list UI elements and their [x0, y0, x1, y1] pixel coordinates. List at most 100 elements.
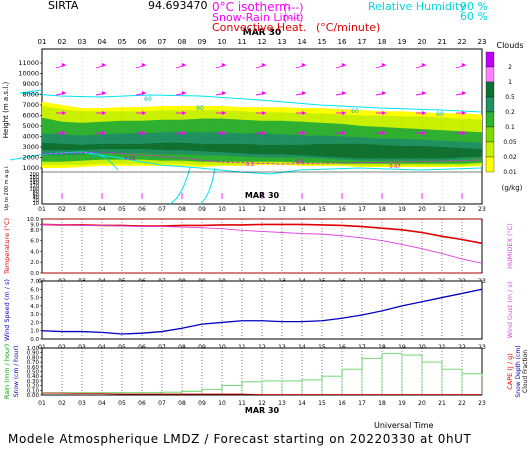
wind-arrow-head — [262, 111, 266, 115]
hour-label: 16 — [338, 400, 346, 407]
rh-contour-label: 60 — [91, 152, 99, 159]
ylabel-right: Wind Gust (m / s) — [506, 282, 514, 339]
colorbar-swatch — [485, 156, 495, 173]
wind-arrow-head — [302, 111, 306, 115]
hour-label: 05 — [118, 400, 126, 407]
hour-label: 01 — [38, 400, 46, 407]
cloud-ytick-lower: 180 — [29, 175, 39, 181]
cloud-ytick-lower: 160 — [29, 178, 39, 184]
rh-contour-label: 90 — [436, 111, 444, 118]
ytick-label: 0.60 — [27, 365, 40, 371]
hour-label-top: 07 — [158, 38, 167, 46]
hour-label-top: 19 — [398, 38, 407, 46]
colorbar-swatch — [485, 66, 495, 83]
rh-label: Relative Humidity — [368, 0, 466, 13]
ylabel-right-3: Cloud Fraction — [522, 350, 528, 393]
wind-arrow-head — [222, 91, 226, 95]
colorbar-tick: 0.02 — [503, 154, 517, 161]
rh-60: 60 % — [460, 10, 488, 23]
convective-label: 0.1 — [246, 162, 254, 168]
wind-arrow-head — [182, 131, 186, 135]
colorbar-swatch — [485, 111, 495, 128]
colorbar-tick: 0.5 — [505, 94, 515, 101]
wind-arrow-head — [222, 131, 226, 135]
hour-label-top: 17 — [358, 38, 367, 46]
wind-arrow-head — [422, 111, 426, 115]
hour-label: 03 — [78, 400, 86, 407]
wind-arrow-head — [102, 131, 106, 135]
cloud-ytick-upper: 11000 — [18, 59, 39, 67]
hour-label: 22 — [458, 400, 466, 407]
hour-label-p1: 10 — [218, 206, 226, 213]
colorbar-tick: 0.05 — [503, 139, 517, 146]
wind-arrow-head — [462, 131, 466, 135]
colorbar-swatch — [485, 96, 495, 113]
hour-label-p1: 13 — [278, 206, 286, 213]
wind-arrow-head — [142, 111, 146, 115]
wind-arrow-head — [262, 91, 266, 95]
wind-arrow-head — [422, 91, 426, 95]
wind-arrow-head — [62, 131, 66, 135]
cloud-ytick-upper: 8000 — [22, 91, 39, 99]
snow-rain-legend: (---) — [283, 11, 304, 24]
hour-label-top: 16 — [338, 38, 347, 46]
wind-arrow-head — [182, 63, 186, 67]
ytick-label: 8.0 — [30, 228, 39, 234]
convective-label: 0.08 — [124, 156, 135, 162]
wind-arrow-head — [342, 91, 346, 95]
colorbar-tick: 1 — [508, 79, 512, 86]
colorbar-tick: 0.1 — [505, 124, 515, 131]
hour-label-p1: 07 — [158, 206, 166, 213]
ylabel-left: Rain (mm / hour) — [3, 344, 11, 399]
hour-label-p1: 09 — [198, 206, 206, 213]
hour-label-top: 11 — [238, 38, 247, 46]
hour-label-top: 04 — [98, 38, 107, 46]
ytick-label: 1.0 — [30, 329, 39, 335]
cloud-ytick-lower: 200 — [29, 172, 39, 178]
series-line-humidex — [41, 223, 483, 264]
ytick-label: 1.00 — [27, 346, 40, 352]
hour-label: 04 — [98, 400, 106, 407]
convective-label: Convective Heat. — [212, 21, 307, 34]
ylabel-left: Wind Speed (m / s) — [3, 279, 11, 341]
hour-label-p1: 15 — [318, 206, 326, 213]
convective-label: 0.1 — [296, 159, 304, 165]
wind-arrow-head — [102, 111, 106, 115]
ytick-label: 0.0 — [30, 271, 39, 277]
hour-label-top: 23 — [478, 38, 487, 46]
hour-label-top: 01 — [38, 38, 47, 46]
colorbar-swatch — [485, 141, 495, 158]
ylabel-right: HUMIDEX (°C) — [506, 223, 514, 269]
cloud-ylabel-low: Up to 200 m a.g.l. — [4, 165, 10, 210]
ytick-label: 5.0 — [30, 296, 39, 302]
forecast-title: Modele Atmospherique LMDZ / Forecast sta… — [8, 432, 472, 446]
cloud-ytick-lower: 60 — [33, 192, 39, 198]
wind-arrow-head — [142, 131, 146, 135]
hour-label-top: 10 — [218, 38, 227, 46]
hour-label-top: 05 — [118, 38, 127, 46]
cloud-ytick-upper: 3000 — [22, 143, 39, 151]
wind-arrow-head — [182, 91, 186, 95]
wind-arrow-head — [182, 111, 186, 115]
ytick-label: 0.90 — [27, 351, 40, 357]
hour-label: 11 — [238, 400, 246, 407]
hour-label-top: 22 — [458, 38, 467, 46]
ylabel-right-2: Snow Depth (cm) — [515, 345, 522, 397]
hour-label: 20 — [418, 400, 426, 407]
hour-label: 13 — [278, 400, 286, 407]
ylabel-left-2: Snow (cm / hour) — [13, 346, 20, 398]
colorbar-swatch — [485, 51, 495, 68]
hour-label-p1: 22 — [458, 206, 466, 213]
ylabel-left: Temperature (°C) — [3, 218, 11, 275]
wind-arrow-head — [62, 91, 66, 95]
hour-label: 12 — [258, 400, 266, 407]
rh-contour-lower — [9, 151, 483, 175]
cloud-ytick-upper: 9000 — [22, 80, 39, 88]
colorbar-swatch — [485, 126, 495, 143]
hour-label-p1: 12 — [258, 206, 266, 213]
rh-contour-loop — [81, 151, 119, 171]
wind-arrow-head — [342, 131, 346, 135]
hour-label: 21 — [438, 400, 446, 407]
hour-label: 23 — [478, 400, 486, 407]
